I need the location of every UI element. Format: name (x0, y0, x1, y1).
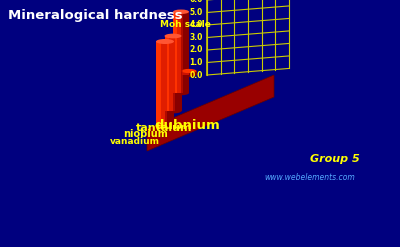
Polygon shape (177, 12, 183, 93)
Polygon shape (164, 36, 173, 111)
Text: dubnium: dubnium (154, 119, 220, 132)
Polygon shape (182, 71, 189, 75)
Ellipse shape (156, 39, 174, 44)
Text: 2.0: 2.0 (190, 45, 203, 55)
Ellipse shape (173, 91, 189, 95)
Ellipse shape (182, 73, 196, 77)
Polygon shape (181, 12, 189, 93)
Polygon shape (173, 12, 181, 93)
Text: www.webelements.com: www.webelements.com (265, 172, 355, 182)
Polygon shape (182, 71, 196, 75)
Text: 0.0: 0.0 (190, 70, 203, 80)
Polygon shape (160, 41, 167, 129)
Text: Moh scale: Moh scale (160, 21, 210, 29)
Ellipse shape (164, 34, 182, 38)
Text: 1.0: 1.0 (190, 58, 203, 67)
Text: tantalum: tantalum (136, 123, 192, 133)
Text: 3.0: 3.0 (190, 33, 203, 42)
Polygon shape (169, 36, 175, 111)
Polygon shape (173, 36, 182, 111)
Polygon shape (165, 41, 174, 129)
Text: niobium: niobium (123, 129, 168, 139)
Text: 5.0: 5.0 (190, 8, 203, 17)
Polygon shape (147, 75, 274, 151)
Text: Group 5: Group 5 (310, 154, 360, 164)
Ellipse shape (182, 69, 196, 73)
Text: 6.0: 6.0 (190, 0, 203, 4)
Text: vanadium: vanadium (110, 137, 160, 146)
Ellipse shape (156, 126, 174, 131)
Ellipse shape (164, 109, 182, 113)
Text: Mineralogical hardness: Mineralogical hardness (8, 9, 183, 22)
Polygon shape (156, 41, 165, 129)
Ellipse shape (173, 10, 189, 14)
Text: 4.0: 4.0 (190, 21, 203, 29)
